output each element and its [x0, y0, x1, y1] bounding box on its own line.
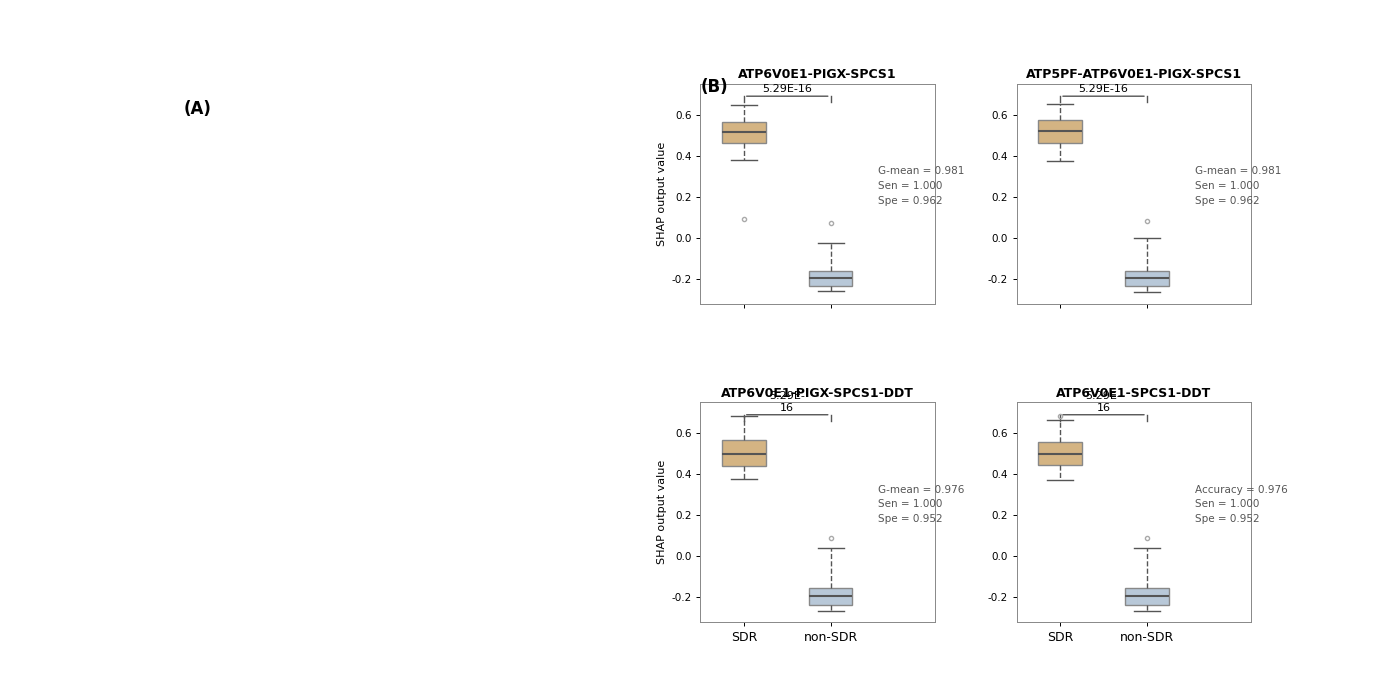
Title: ATP6V0E1-SPCS1-DDT: ATP6V0E1-SPCS1-DDT	[1056, 387, 1212, 400]
Bar	[1038, 120, 1081, 143]
Title: ATP6V0E1-PIGX-SPCS1: ATP6V0E1-PIGX-SPCS1	[738, 69, 897, 81]
Y-axis label: SHAP output value: SHAP output value	[657, 142, 667, 246]
Text: 5.29E-16: 5.29E-16	[1079, 84, 1129, 94]
Text: Accuracy = 0.976
Sen = 1.000
Spe = 0.952: Accuracy = 0.976 Sen = 1.000 Spe = 0.952	[1194, 484, 1287, 524]
Text: G-mean = 0.976
Sen = 1.000
Spe = 0.952: G-mean = 0.976 Sen = 1.000 Spe = 0.952	[878, 484, 965, 524]
Bar	[1125, 271, 1169, 286]
Bar	[1125, 589, 1169, 605]
Text: 5.29E-16: 5.29E-16	[762, 84, 812, 94]
Text: G-mean = 0.981
Sen = 1.000
Spe = 0.962: G-mean = 0.981 Sen = 1.000 Spe = 0.962	[878, 166, 965, 206]
Bar	[723, 122, 766, 143]
Y-axis label: SHAP output value: SHAP output value	[657, 460, 667, 564]
Text: 5.29E-
16: 5.29E- 16	[769, 391, 805, 412]
Text: (A): (A)	[183, 100, 211, 118]
Text: (B): (B)	[701, 78, 728, 96]
Title: ATP5PF-ATP6V0E1-PIGX-SPCS1: ATP5PF-ATP6V0E1-PIGX-SPCS1	[1026, 69, 1241, 81]
Bar	[809, 589, 852, 605]
Title: ATP6V0E1-PIGX-SPCS1-DDT: ATP6V0E1-PIGX-SPCS1-DDT	[721, 387, 915, 400]
Bar	[723, 440, 766, 466]
Bar	[809, 271, 852, 286]
Text: 5.29E-
16: 5.29E- 16	[1086, 391, 1122, 412]
Bar	[1038, 442, 1081, 465]
Text: G-mean = 0.981
Sen = 1.000
Spe = 0.962: G-mean = 0.981 Sen = 1.000 Spe = 0.962	[1194, 166, 1282, 206]
